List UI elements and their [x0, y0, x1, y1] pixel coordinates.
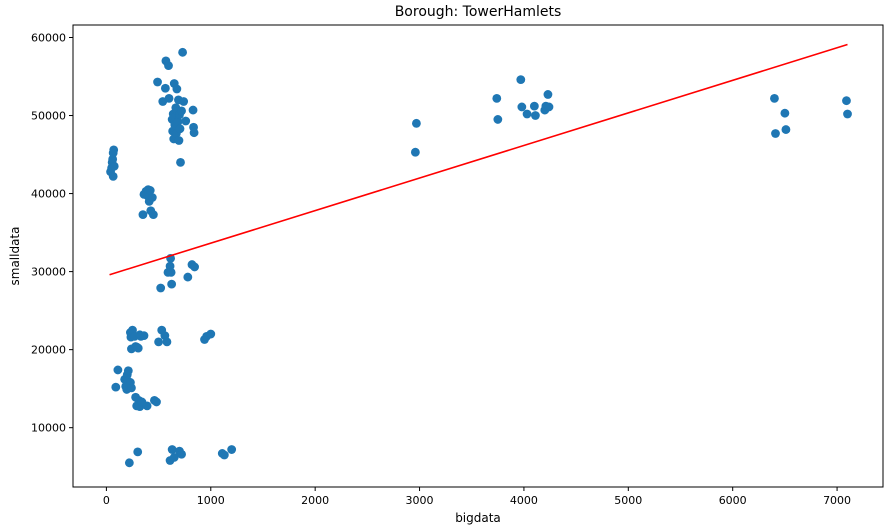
x-tick-label: 5000 — [614, 494, 642, 507]
chart-title: Borough: TowerHamlets — [395, 4, 562, 20]
scatter-point — [160, 83, 170, 93]
scatter-point — [175, 124, 185, 134]
x-axis: 0 1000 2000 3000 4000 5000 6000 7000 — [103, 487, 851, 507]
scatter-point — [138, 210, 148, 220]
scatter-point — [516, 75, 526, 85]
scatter-point — [109, 161, 119, 171]
scatter-point — [174, 136, 184, 145]
scatter-point — [179, 97, 189, 106]
scatter-point — [154, 337, 163, 347]
plot-area — [106, 43, 852, 468]
scatter-point — [843, 109, 852, 119]
scatter-point — [148, 210, 158, 220]
scatter-point — [133, 343, 143, 353]
y-tick-label: 40000 — [31, 188, 66, 201]
scatter-point — [781, 125, 791, 134]
scatter-point — [177, 449, 186, 459]
x-tick-label: 7000 — [823, 494, 851, 507]
y-tick-label: 20000 — [31, 344, 66, 357]
scatter-point — [517, 102, 527, 112]
scatter-point — [153, 77, 162, 87]
scatter-point — [410, 147, 420, 157]
scatter-point — [176, 157, 185, 167]
scatter-point — [147, 193, 157, 202]
x-axis-label: bigdata — [455, 511, 501, 525]
scatter-point — [178, 47, 188, 57]
scatter-point — [219, 450, 229, 460]
scatter-point — [167, 279, 177, 289]
axes-frame — [72, 24, 884, 488]
scatter-point — [188, 105, 198, 115]
scatter-point — [780, 108, 790, 118]
x-tick-label: 2000 — [301, 494, 329, 507]
scatter-point — [111, 382, 121, 392]
scatter-point — [770, 93, 779, 103]
scatter-point — [152, 397, 161, 407]
scatter-point — [164, 93, 174, 103]
scatter-point — [133, 447, 143, 457]
scatter-point — [108, 171, 118, 181]
scatter-point — [127, 383, 136, 393]
scatter-point — [169, 452, 179, 462]
scatter-point — [172, 84, 182, 94]
y-tick-label: 10000 — [31, 422, 66, 435]
scatter-point — [544, 102, 554, 112]
y-axis-label: smalldata — [8, 227, 22, 286]
x-tick-label: 6000 — [719, 494, 747, 507]
scatter-point — [531, 111, 540, 120]
y-tick-label: 30000 — [31, 266, 66, 279]
x-tick-label: 0 — [103, 494, 110, 507]
scatter-point — [109, 145, 119, 155]
scatter-point — [181, 116, 191, 126]
scatter-point — [164, 61, 173, 70]
scatter-point — [206, 329, 216, 339]
scatter-point — [842, 96, 851, 106]
x-tick-label: 1000 — [197, 494, 225, 507]
scatter-point — [166, 267, 176, 277]
scatter-point — [522, 109, 532, 119]
scatter-point — [190, 262, 200, 272]
x-tick-label: 4000 — [510, 494, 538, 507]
x-tick-label: 3000 — [406, 494, 434, 507]
y-tick-label: 60000 — [31, 31, 66, 44]
scatter-point — [167, 445, 177, 454]
scatter-point — [145, 186, 155, 195]
scatter-point — [529, 101, 539, 111]
scatter-point — [162, 337, 172, 347]
scatter-point — [493, 115, 503, 124]
scatter-point — [139, 331, 149, 341]
scatter-point — [771, 129, 780, 138]
y-axis: 10000 20000 30000 40000 50000 60000 — [31, 31, 73, 435]
scatter-point — [227, 445, 237, 454]
scatter-point — [189, 128, 199, 138]
scatter-point — [412, 118, 421, 128]
scatter-point — [123, 366, 133, 376]
scatter-point — [183, 272, 193, 282]
scatter-point — [124, 458, 134, 468]
scatter-point — [173, 117, 183, 127]
scatter-point — [142, 401, 152, 411]
scatter-point — [177, 106, 186, 116]
scatter-point — [156, 283, 166, 293]
scatter-point — [492, 93, 502, 103]
regression-line — [109, 43, 848, 276]
y-tick-label: 50000 — [31, 110, 66, 123]
scatter-point — [113, 365, 123, 375]
scatter-point — [543, 90, 553, 99]
